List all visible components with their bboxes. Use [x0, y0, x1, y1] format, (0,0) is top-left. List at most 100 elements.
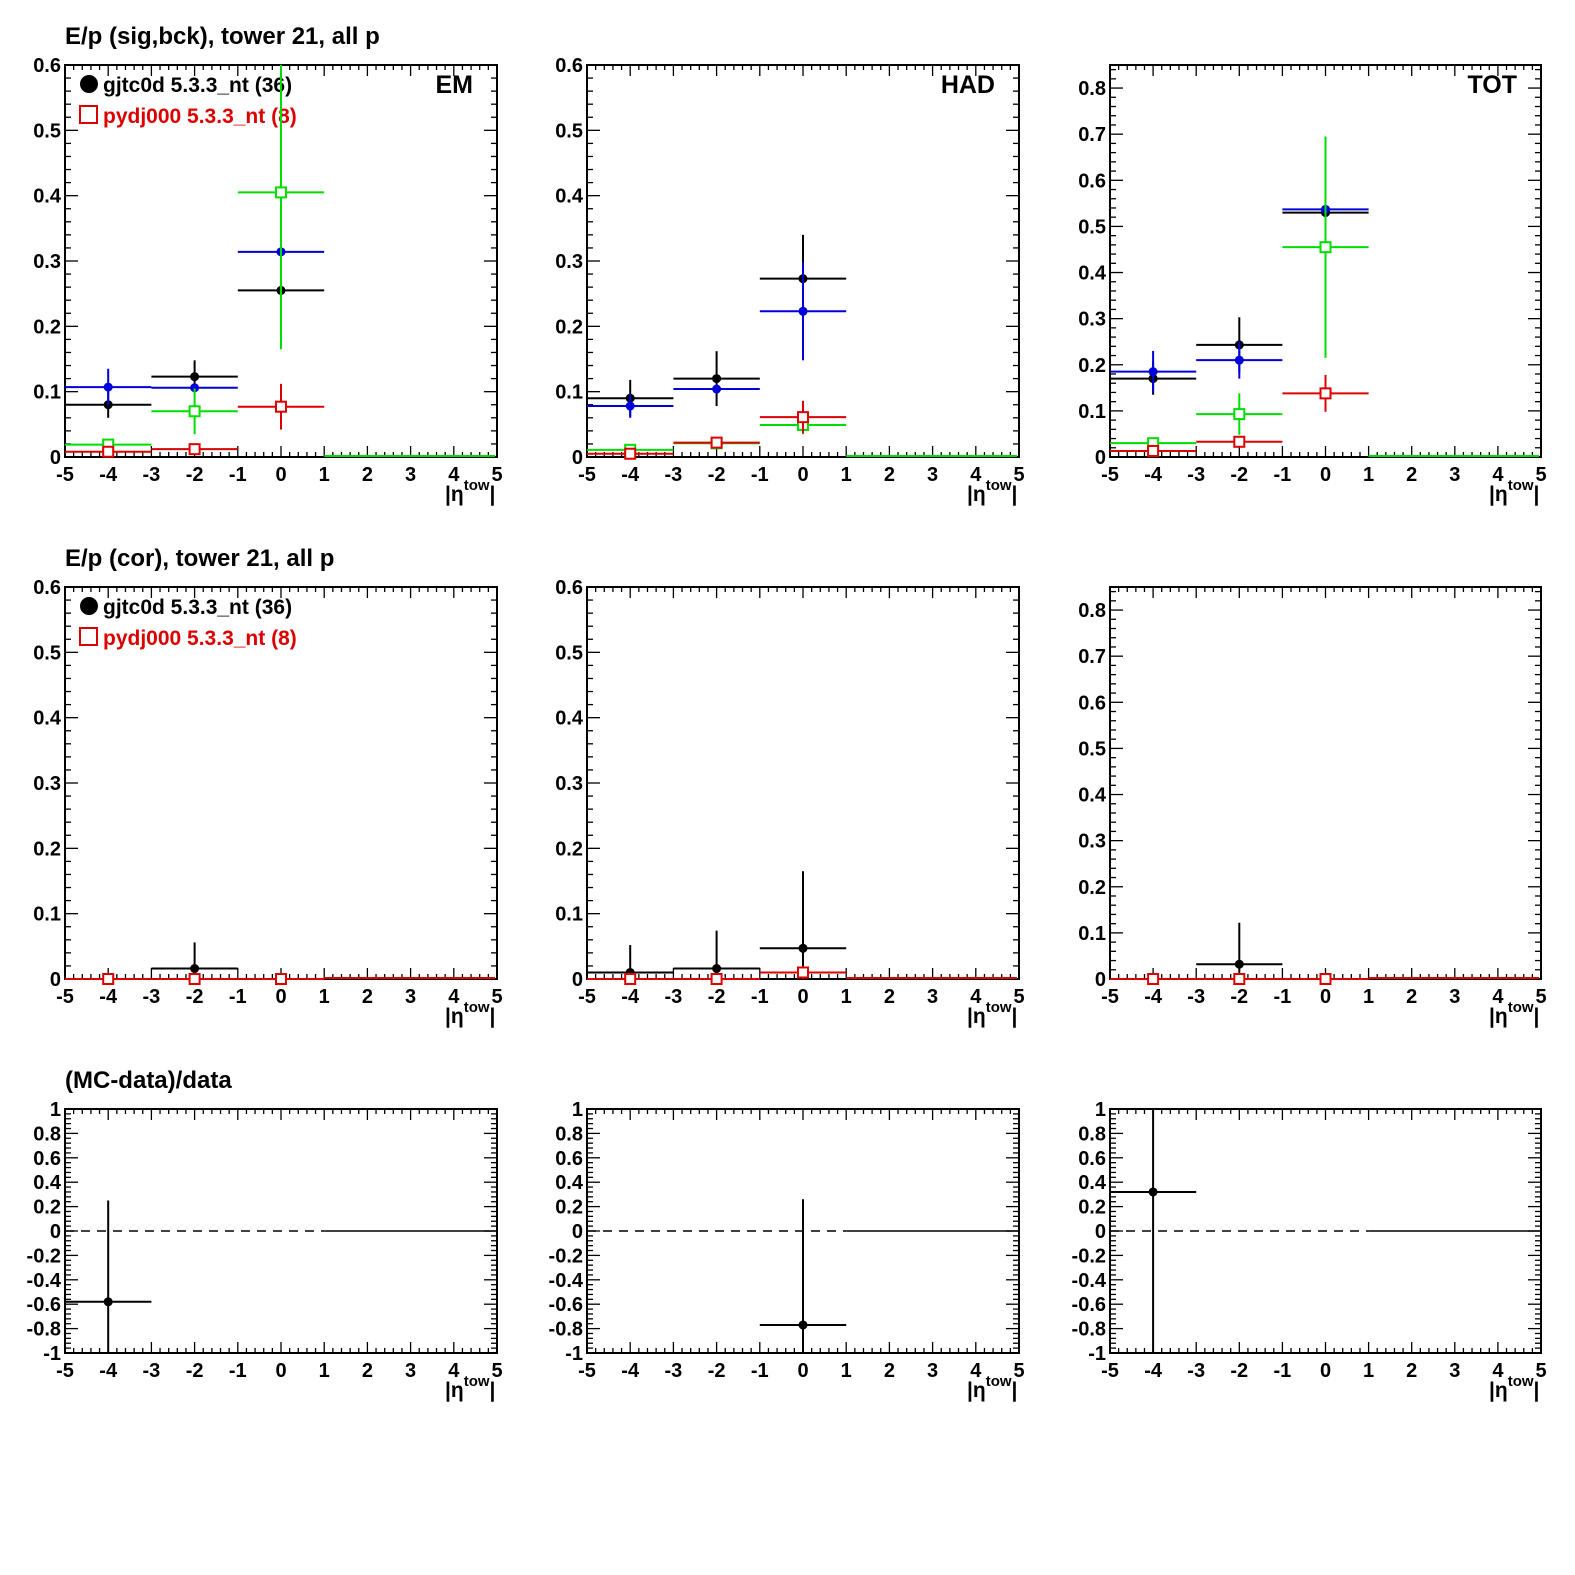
- x-tick-label: -4: [621, 1360, 640, 1382]
- data-point-dot: [712, 964, 722, 974]
- y-tick-label: -0.2: [27, 1245, 61, 1267]
- y-tick-label: -0.6: [549, 1294, 583, 1316]
- y-tick-label: 0.2: [555, 838, 583, 860]
- x-tick-label: -5: [56, 986, 74, 1008]
- x-tick-label: 5: [1013, 464, 1024, 486]
- data-point-dot: [1234, 355, 1244, 365]
- data-point-square: [102, 973, 115, 985]
- x-tick-label: -1: [229, 986, 247, 1008]
- y-tick-label: 0.1: [33, 382, 61, 404]
- x-tick-label: -2: [1230, 986, 1248, 1008]
- y-tick-label: 0.7: [1078, 124, 1106, 146]
- x-tick-label: 0: [275, 986, 286, 1008]
- row3-title: (MC-data)/data: [65, 1067, 232, 1094]
- y-tick-label: 0.5: [1078, 738, 1106, 760]
- y-tick-label: 1: [1095, 1099, 1106, 1121]
- x-tick-label: -3: [143, 986, 161, 1008]
- y-tick-label: 0.6: [555, 1148, 583, 1170]
- y-tick-label: -0.6: [27, 1294, 61, 1316]
- x-tick-label: 3: [1449, 986, 1460, 1008]
- x-tick-label: 2: [1406, 1360, 1417, 1382]
- x-tick-label: -3: [143, 464, 161, 486]
- x-tick-label: -3: [143, 1360, 161, 1382]
- x-tick-label: -2: [708, 986, 726, 1008]
- y-tick-label: 0.6: [33, 55, 61, 77]
- y-tick-label: 1: [50, 1099, 61, 1121]
- x-tick-label: 0: [1320, 464, 1331, 486]
- x-tick-label: -2: [186, 1360, 204, 1382]
- x-tick-label: -5: [578, 464, 596, 486]
- row1-title: E/p (sig,bck), tower 21, all p: [65, 23, 380, 50]
- y-tick-label: 0.3: [33, 251, 61, 273]
- y-tick-label: -1: [565, 1343, 583, 1365]
- y-tick-label: 0.2: [555, 316, 583, 338]
- x-tick-label: -5: [578, 1360, 596, 1382]
- x-tick-label: 4: [970, 1360, 982, 1382]
- y-tick-label: 0.2: [33, 838, 61, 860]
- x-tick-label: -1: [751, 1360, 769, 1382]
- x-tick-label: -1: [751, 464, 769, 486]
- panel-5: -5 -4 -3 -2 -1 0 1 2 3 4 500.10.20.30.40.50.6|ηtow…: [555, 577, 1024, 1028]
- y-tick-label: 0.6: [555, 55, 583, 77]
- y-tick-label: -0.8: [27, 1319, 61, 1341]
- x-tick-label: 2: [1406, 464, 1417, 486]
- y-tick-label: 0.6: [33, 1148, 61, 1170]
- x-tick-label: -5: [1101, 986, 1119, 1008]
- x-tick-label: 5: [1013, 986, 1024, 1008]
- y-tick-label: 0: [1095, 1221, 1106, 1243]
- panel-label: HAD: [941, 71, 995, 99]
- data-point-square: [1319, 973, 1332, 985]
- data-point-square: [1319, 387, 1332, 400]
- legend-mc-label: pydj000 5.3.3_nt (8): [103, 105, 297, 128]
- y-tick-label: -0.2: [1072, 1245, 1106, 1267]
- legend-data-label: gjtc0d 5.3.3_nt (36): [103, 74, 292, 97]
- x-tick-label: -2: [708, 1360, 726, 1382]
- x-tick-label: 5: [491, 986, 502, 1008]
- x-tick-label: -5: [1101, 464, 1119, 486]
- x-tick-label: 0: [1320, 1360, 1331, 1382]
- panel-8: -5 -4 -3 -2 -1 0 1 2 3 4 5-1-0.8-0.6-0.4-0.200.20.…: [549, 1099, 1025, 1402]
- x-tick-label: 1: [319, 464, 330, 486]
- y-tick-label: 0.5: [555, 642, 583, 664]
- data-point-square: [1233, 435, 1246, 448]
- panel-7: -5 -4 -3 -2 -1 0 1 2 3 4 5-1-0.8-0.6-0.4-0.200.20.…: [27, 1099, 503, 1402]
- panel-label: EM: [436, 71, 474, 99]
- y-tick-label: 0.6: [33, 577, 61, 599]
- y-tick-label: 0.4: [1078, 1172, 1107, 1194]
- y-tick-label: 0.3: [555, 773, 583, 795]
- legend-row1: gjtc0d 5.3.3_nt (36) pydj000 5.3.3_nt (8…: [79, 74, 297, 128]
- y-tick-label: 0: [572, 1221, 583, 1243]
- x-tick-label: 4: [448, 986, 460, 1008]
- y-tick-label: 0.3: [33, 773, 61, 795]
- panel-label: TOT: [1467, 71, 1517, 99]
- y-tick-label: 0.5: [555, 120, 583, 142]
- x-tick-label: -4: [1144, 1360, 1163, 1382]
- data-point-dot: [1148, 1187, 1158, 1197]
- x-tick-label: -2: [186, 986, 204, 1008]
- y-tick-label: 0.6: [1078, 1148, 1106, 1170]
- legend-mc-label: pydj000 5.3.3_nt (8): [103, 627, 297, 650]
- x-tick-label: 5: [1535, 986, 1546, 1008]
- x-tick-label: 3: [927, 986, 938, 1008]
- data-point-square: [188, 405, 201, 418]
- y-tick-label: 0.5: [33, 120, 61, 142]
- x-tick-label: 0: [1320, 986, 1331, 1008]
- x-tick-label: -1: [229, 1360, 247, 1382]
- data-point-dot: [798, 943, 808, 953]
- x-tick-label: 1: [841, 1360, 852, 1382]
- data-point-square: [1147, 445, 1160, 458]
- x-tick-label: 4: [1492, 986, 1504, 1008]
- x-tick-label: 1: [841, 464, 852, 486]
- x-tick-label: -1: [1274, 464, 1292, 486]
- y-tick-label: 0.6: [1078, 170, 1106, 192]
- y-tick-label: 0.1: [555, 904, 583, 926]
- x-tick-label: 3: [1449, 464, 1460, 486]
- x-tick-label: -4: [99, 464, 118, 486]
- y-tick-label: 0: [50, 969, 61, 991]
- y-tick-label: -0.4: [27, 1270, 62, 1292]
- y-tick-label: 0: [50, 447, 61, 469]
- row2-title: E/p (cor), tower 21, all p: [65, 545, 334, 572]
- panel-1: -5 -4 -3 -2 -1 0 1 2 3 4 500.10.20.30.40.50.6|ηtow…: [33, 55, 502, 506]
- y-tick-label: -0.4: [1072, 1270, 1107, 1292]
